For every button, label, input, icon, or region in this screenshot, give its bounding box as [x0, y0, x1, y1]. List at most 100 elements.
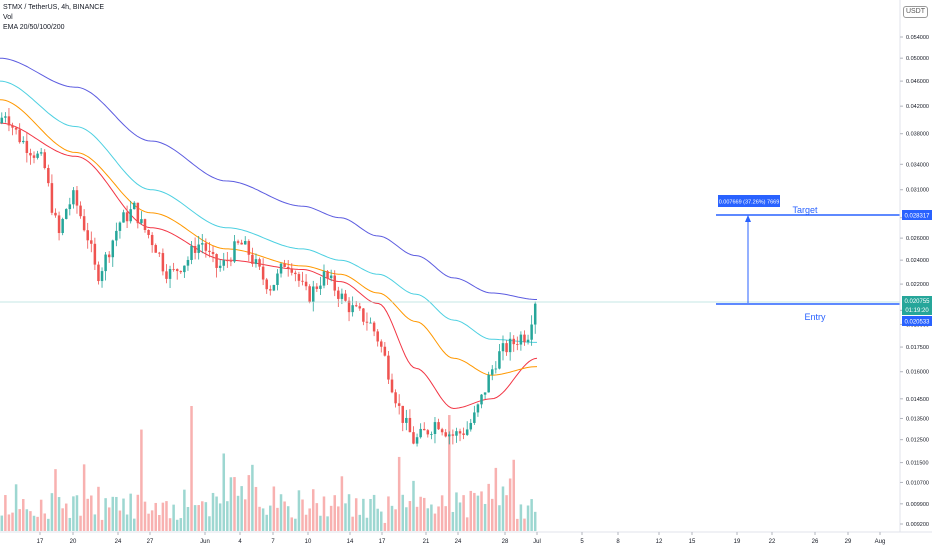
time-tick-label: 8 [616, 539, 620, 545]
volume-bar [340, 476, 344, 531]
price-tick-label: 0.010700 [906, 480, 929, 486]
volume-bar [333, 495, 336, 531]
candle-body [451, 434, 455, 436]
price-tick-label: 0.017500 [906, 345, 929, 351]
time-tick-label: Jul [533, 539, 541, 545]
volume-bar [508, 478, 512, 531]
volume-bar [147, 513, 150, 531]
volume-bar [168, 518, 172, 531]
volume-bar [240, 486, 243, 531]
candle-body [190, 246, 193, 260]
candle-body [229, 260, 233, 262]
volume-legend[interactable]: Vol [3, 14, 13, 21]
volume-bar [57, 497, 61, 531]
volume-bar [7, 514, 11, 531]
time-tick-label: 7 [271, 539, 275, 545]
countdown-text: 01:19:20 [905, 308, 929, 314]
candle-body [362, 308, 365, 322]
volume-bar [261, 508, 265, 531]
volume-bar [451, 511, 455, 531]
volume-bar [0, 515, 4, 531]
price-tick-label: 0.046000 [906, 79, 929, 85]
volume-bar [204, 502, 208, 531]
currency-badge[interactable]: USDT [902, 6, 928, 18]
price-tick-label: 0.016000 [906, 370, 929, 376]
measure-label: 0.007669 (37.26%) 7669 [719, 200, 780, 206]
volume-bar [32, 515, 36, 531]
candle-body [523, 334, 526, 343]
volume-bar [419, 496, 422, 531]
volume-bar [247, 475, 251, 531]
volume-bar [297, 490, 301, 531]
candle-body [251, 254, 254, 264]
price-axis[interactable]: 0.054000 0.050000 0.046000 0.042000 0.038000… [900, 35, 929, 528]
volume-bar [165, 501, 168, 531]
volume-bar [68, 517, 72, 531]
candle-body [22, 140, 25, 143]
volume-bar [315, 503, 319, 531]
volume-bar [397, 456, 401, 531]
volume-bar [498, 505, 501, 531]
price-tick-label: 0.009900 [906, 502, 929, 508]
volume-bar [18, 509, 21, 531]
candle-body [476, 404, 480, 413]
candle-body [415, 437, 419, 444]
candle-body [279, 263, 283, 274]
ema-legend[interactable]: EMA 20/50/100/200 [3, 24, 65, 31]
volume-bar [512, 459, 515, 531]
candle-body [72, 190, 75, 205]
candle-body [197, 244, 200, 253]
price-tick-label: 0.012500 [906, 438, 929, 444]
candle-body [226, 260, 229, 262]
candle-body [340, 293, 344, 299]
candle-body [122, 212, 125, 223]
price-tick-label: 0.009200 [906, 522, 929, 528]
time-axis[interactable]: 17 20 24 27 Jun 4 7 10 14 17 21 24 28 Jul 5 8 12 15 19 22 26… [37, 532, 886, 545]
candle-body [530, 324, 533, 340]
volume-bar [4, 495, 7, 531]
price-tick-label: 0.042000 [906, 104, 929, 110]
volume-bar [11, 512, 14, 531]
volume-bar [211, 492, 215, 531]
volume-bar [175, 519, 179, 531]
price-tick-label: 0.050000 [906, 56, 929, 62]
candle-body [272, 284, 276, 291]
candle-body [175, 269, 179, 272]
candle-body [401, 405, 405, 423]
candle-body [433, 422, 437, 434]
candle-body [36, 153, 39, 158]
volume-bar [516, 518, 519, 531]
arrow-up-icon [745, 215, 751, 222]
volume-bar [533, 511, 537, 531]
candle-body [50, 183, 54, 213]
candle-body [125, 212, 129, 222]
candle-body [136, 202, 140, 224]
volume-bar [311, 489, 315, 531]
candle-body [308, 286, 311, 302]
volume-bar [301, 499, 304, 531]
candle-body [498, 351, 501, 369]
candle-body [147, 229, 150, 235]
candle-body [473, 412, 476, 423]
volume-bar [279, 494, 283, 531]
volume-bar [465, 517, 469, 531]
symbol-title: STMX / TetherUS, 4h, BINANCE [3, 4, 105, 11]
candle-body [93, 243, 97, 265]
time-tick-label: 21 [423, 539, 430, 545]
volume-bar [158, 515, 161, 531]
candle-body [347, 300, 351, 313]
time-tick-label: 10 [305, 539, 312, 545]
candle-body [394, 392, 397, 404]
price-tick-label: 0.024000 [906, 258, 929, 264]
volume-bar [412, 480, 415, 531]
volume-bar [494, 467, 498, 531]
candle-body [168, 269, 172, 279]
candle-body [97, 264, 100, 282]
volume-bar [172, 504, 175, 531]
volume-bar [136, 494, 140, 531]
volume-bar [337, 506, 340, 531]
volume-bar [208, 516, 211, 531]
volume-bar [100, 519, 104, 531]
measure-label-box [718, 195, 780, 207]
